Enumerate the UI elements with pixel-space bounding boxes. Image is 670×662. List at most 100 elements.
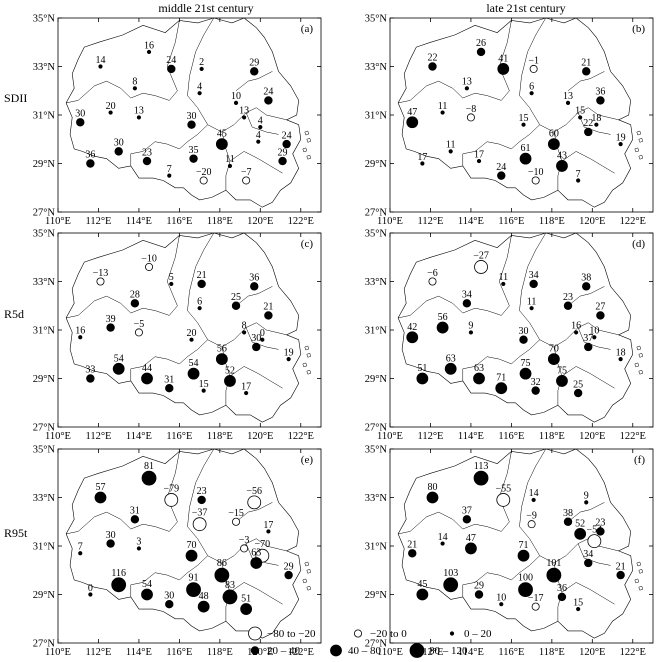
station-marker (264, 96, 273, 105)
station-marker (197, 279, 206, 289)
station-marker (466, 113, 475, 122)
column-title-right: late 21st century (486, 1, 565, 15)
x-tick-label: 122°E (288, 647, 314, 658)
station-value-label: 29 (474, 581, 484, 592)
province-border (519, 232, 547, 311)
station-marker (474, 590, 484, 599)
station-marker (112, 362, 125, 375)
island (638, 352, 644, 358)
y-tick-label: 35°N (365, 14, 388, 25)
station-marker (576, 606, 581, 612)
station-marker (187, 367, 200, 380)
station-value-label: 29 (249, 58, 259, 69)
x-tick-label: 112°E (85, 647, 111, 658)
station-marker (240, 603, 253, 615)
station-value-label: −17 (528, 593, 544, 604)
region-outline (65, 232, 302, 423)
station-marker (557, 592, 567, 602)
station-marker (192, 517, 207, 532)
station-value-label: 36 (557, 583, 567, 594)
station-marker (578, 115, 583, 120)
island (304, 561, 310, 567)
station-value-label: 9 (468, 321, 473, 332)
station-marker (444, 362, 457, 375)
station-value-label: 101 (546, 558, 561, 569)
station-marker (86, 374, 95, 383)
station-value-label: −70 (255, 539, 271, 550)
x-tick-label: 114°E (126, 431, 152, 442)
station-value-label: −20 (196, 167, 212, 178)
station-value-label: 81 (144, 461, 154, 472)
station-value-label: 23 (595, 518, 605, 529)
legend-marker (449, 631, 455, 636)
station-marker (98, 64, 103, 69)
y-tick-label: 29°N (33, 159, 56, 170)
station-value-label: 18 (591, 113, 601, 124)
x-tick-label: 114°E (458, 431, 484, 442)
station-value-label: 63 (251, 547, 261, 558)
station-value-label: 30 (187, 111, 197, 122)
y-tick-label: 35°N (365, 445, 388, 456)
x-tick-label: 110°E (45, 647, 71, 658)
station-marker (136, 115, 142, 120)
y-tick-label: 27°N (33, 208, 56, 219)
station-marker (189, 154, 198, 163)
station-value-label: 25 (573, 379, 583, 390)
y-tick-label: 33°N (365, 62, 388, 73)
province-border (519, 17, 547, 96)
y-tick-label: 27°N (365, 423, 388, 434)
station-value-label: 9 (584, 491, 589, 502)
station-marker (240, 544, 249, 553)
station-value-label: 37 (462, 506, 472, 517)
station-marker (443, 577, 459, 593)
province-border (235, 286, 273, 306)
station-value-label: 11 (225, 154, 235, 165)
station-value-label: 38 (563, 508, 573, 519)
station-value-label: −8 (466, 104, 477, 115)
station-value-label: 5 (169, 272, 174, 283)
station-value-label: 18 (616, 347, 626, 358)
station-marker (185, 549, 198, 562)
station-marker (86, 159, 95, 168)
x-tick-label: 122°E (288, 431, 314, 442)
station-marker (130, 299, 140, 308)
station-marker (141, 372, 153, 385)
province-border (66, 295, 178, 319)
station-value-label: −1 (528, 55, 539, 66)
station-marker (164, 493, 179, 507)
x-tick-label: 116°E (166, 216, 192, 227)
station-value-label: 13 (239, 106, 249, 117)
station-value-label: −5 (134, 319, 145, 330)
station-value-label: −6 (427, 268, 438, 279)
province-border (519, 310, 619, 348)
station-marker (529, 64, 538, 73)
station-marker (186, 582, 201, 598)
station-marker (496, 493, 511, 507)
station-marker (199, 66, 204, 72)
station-marker (242, 176, 251, 185)
station-marker (197, 495, 206, 505)
y-tick-label: 35°N (365, 229, 388, 240)
station-value-label: 45 (417, 579, 427, 590)
station-value-label: 21 (197, 270, 207, 281)
station-marker (497, 171, 506, 180)
station-value-label: 47 (407, 107, 417, 118)
y-tick-label: 29°N (365, 374, 388, 385)
province-border (462, 339, 540, 381)
station-value-label: −37 (192, 508, 208, 519)
station-value-label: 8 (132, 77, 137, 88)
station-marker (256, 139, 261, 144)
row-label-r95t: R95t (4, 526, 28, 540)
station-marker (518, 582, 533, 598)
station-marker (197, 600, 210, 613)
station-value-label: 71 (496, 373, 506, 384)
station-marker (167, 173, 172, 178)
province-border (187, 17, 215, 96)
province-border (66, 511, 178, 535)
station-value-label: 80 (427, 482, 437, 493)
island (306, 568, 312, 574)
x-tick-label: 110°E (377, 216, 403, 227)
province-border (187, 310, 287, 348)
station-value-label: 31 (130, 506, 140, 517)
